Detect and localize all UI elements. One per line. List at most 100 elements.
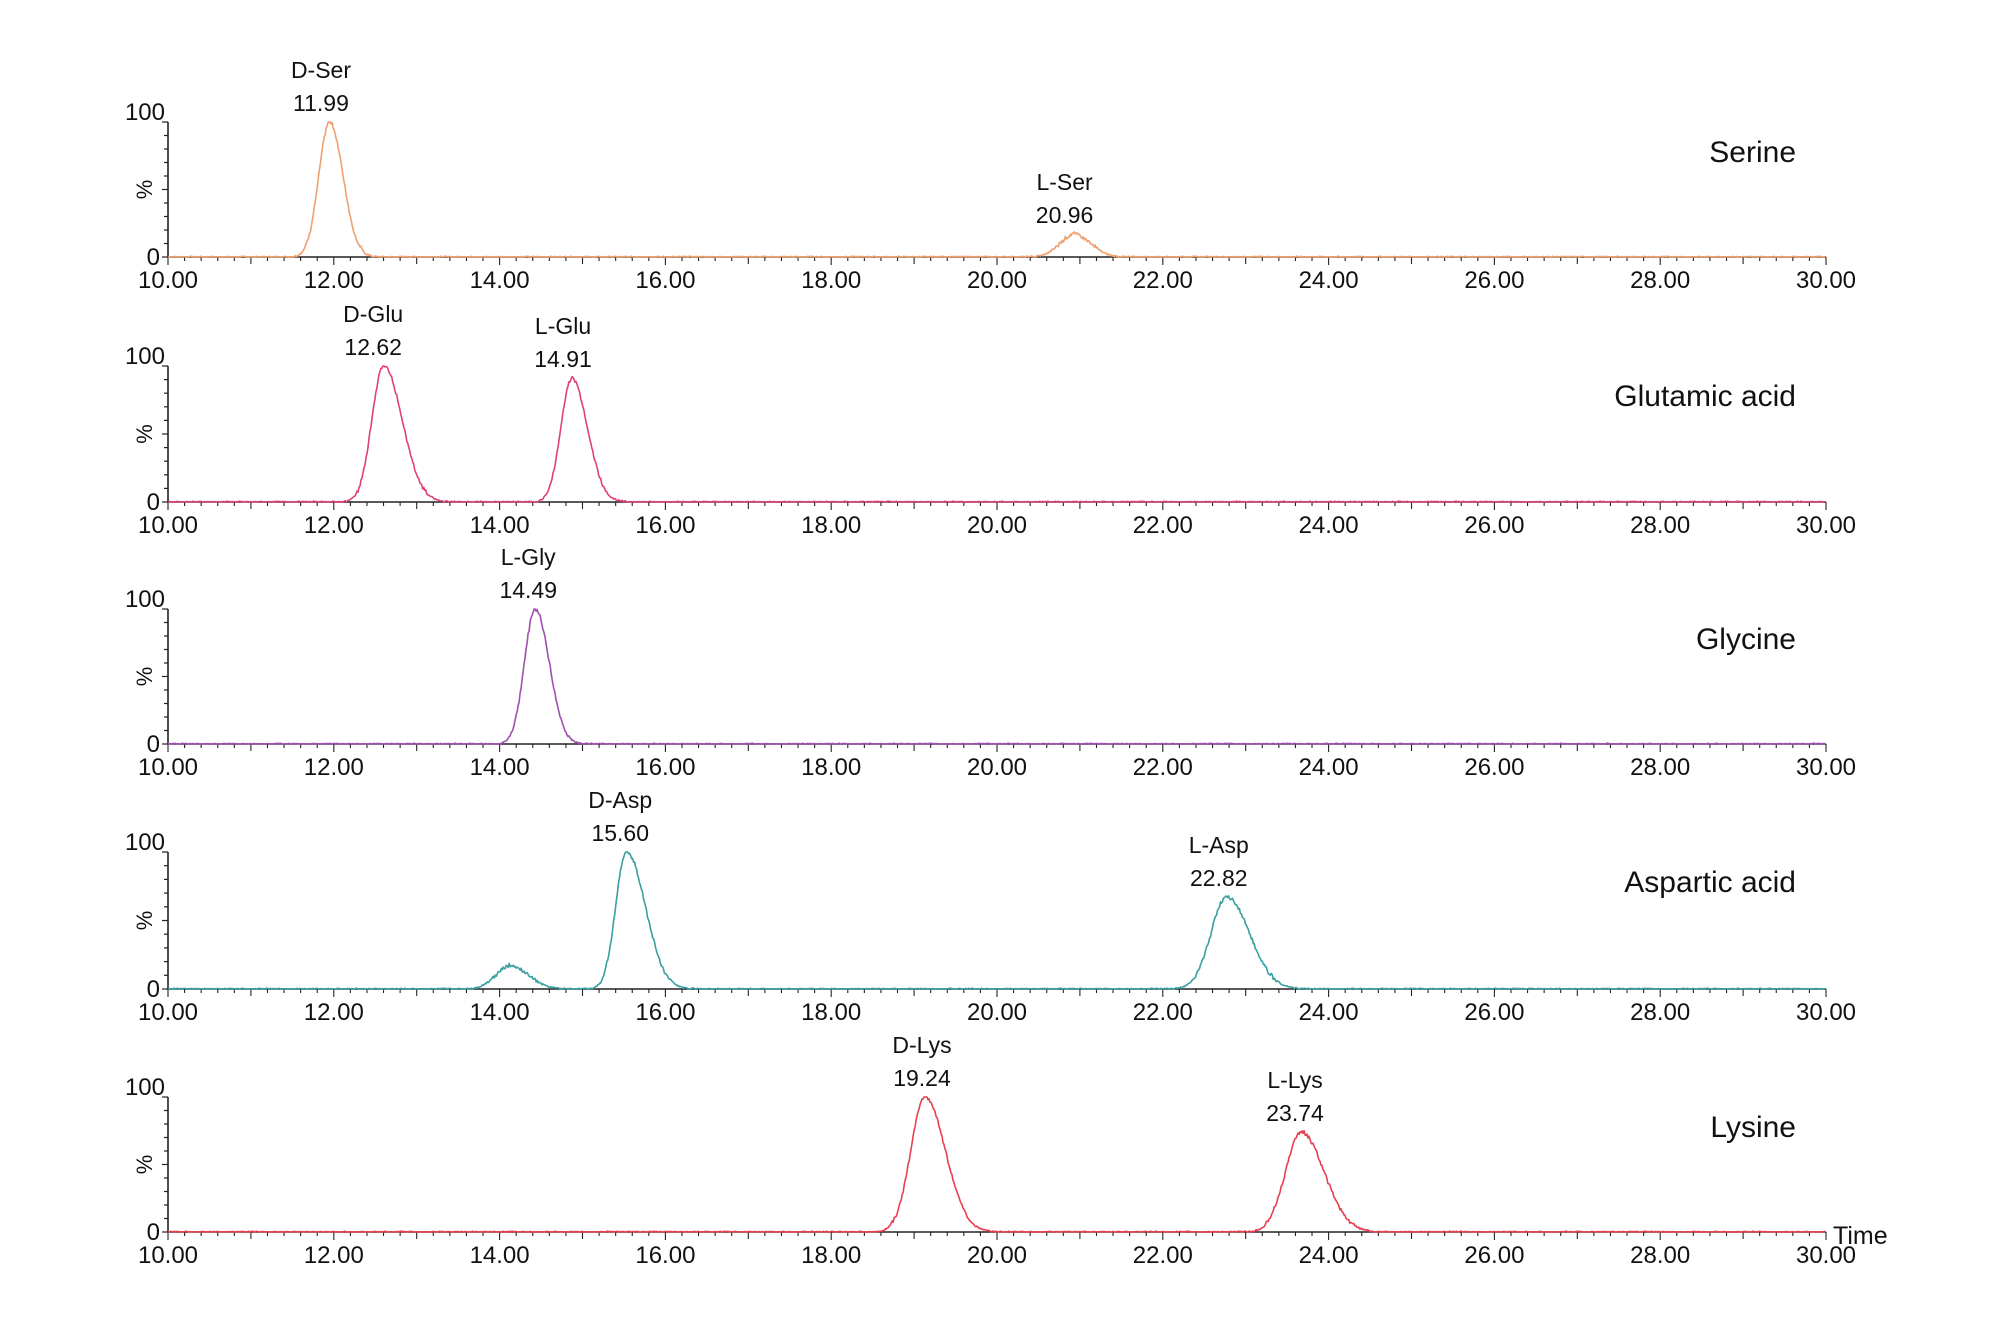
y-tick-0: 0 (147, 244, 160, 271)
x-tick-label: 18.00 (801, 754, 861, 781)
x-tick-label: 30.00 (1796, 999, 1856, 1026)
peak-label: L-Ser (1036, 169, 1093, 195)
x-tick-label: 20.00 (967, 267, 1027, 294)
x-tick-label: 26.00 (1464, 754, 1524, 781)
x-tick-label: 26.00 (1464, 1242, 1524, 1269)
x-tick-label: 20.00 (967, 999, 1027, 1026)
peak-label: L-Asp (1189, 832, 1249, 858)
x-tick-label: 10.00 (138, 999, 198, 1026)
peak-retention-time: 12.62 (344, 334, 402, 360)
x-tick-label: 28.00 (1630, 267, 1690, 294)
x-tick-label: 12.00 (304, 1242, 364, 1269)
x-tick-label: 14.00 (470, 999, 530, 1026)
y-tick-0: 0 (147, 1219, 160, 1246)
x-tick-label: 16.00 (635, 999, 695, 1026)
peak-label: D-Glu (343, 301, 403, 327)
y-axis-label: % (132, 667, 157, 687)
peak-label: L-Glu (535, 313, 591, 339)
panel-title: Glutamic acid (1614, 380, 1796, 413)
x-tick-label: 14.00 (470, 512, 530, 539)
y-tick-100: 100 (125, 343, 165, 370)
peak-retention-time: 20.96 (1036, 202, 1094, 228)
x-tick-label: 18.00 (801, 512, 861, 539)
x-tick-label: 22.00 (1133, 754, 1193, 781)
x-tick-label: 26.00 (1464, 999, 1524, 1026)
panel-title: Glycine (1696, 623, 1796, 656)
panel-aspartic-acid: 100 0% 10.00 12.00 14.00 16.00 18.00 20.00 22.00… (125, 787, 1856, 1026)
y-axis-label: % (132, 1155, 157, 1175)
x-tick-label: 14.00 (470, 754, 530, 781)
x-tick-label: 14.00 (470, 1242, 530, 1269)
panel-glutamic-acid: 100 0% 10.00 12.00 14.00 16.00 18.00 20.00 22.00… (125, 301, 1856, 539)
x-tick-label: 26.00 (1464, 512, 1524, 539)
peak-label: D-Ser (291, 57, 351, 83)
x-tick-label: 22.00 (1133, 999, 1193, 1026)
x-tick-label: 20.00 (967, 1242, 1027, 1269)
y-axis-label: % (132, 180, 157, 200)
x-tick-label: 30.00 (1796, 754, 1856, 781)
x-tick-label: 16.00 (635, 754, 695, 781)
x-tick-label: 22.00 (1133, 512, 1193, 539)
x-tick-label: 22.00 (1133, 1242, 1193, 1269)
x-tick-label: 16.00 (635, 267, 695, 294)
x-tick-label: 26.00 (1464, 267, 1524, 294)
y-tick-0: 0 (147, 976, 160, 1003)
x-tick-label: 30.00 (1796, 267, 1856, 294)
y-tick-0: 0 (147, 731, 160, 758)
x-tick-label: 20.00 (967, 512, 1027, 539)
trace-aspartic-acid (168, 851, 1826, 990)
panel-lysine: 100 0% 10.00 12.00 14.00 16.00 18.00 20.00 22.00… (125, 1032, 1856, 1269)
peak-retention-time: 14.49 (499, 577, 557, 603)
x-tick-label: 14.00 (470, 267, 530, 294)
x-tick-label: 12.00 (304, 512, 364, 539)
x-tick-label: 30.00 (1796, 1242, 1856, 1269)
y-tick-0: 0 (147, 489, 160, 516)
x-tick-label: 16.00 (635, 512, 695, 539)
x-tick-label: 10.00 (138, 1242, 198, 1269)
peak-label: L-Gly (501, 544, 556, 570)
peak-label: D-Lys (892, 1032, 951, 1058)
x-tick-label: 12.00 (304, 999, 364, 1026)
y-axis-label: % (132, 911, 157, 931)
x-tick-label: 24.00 (1299, 754, 1359, 781)
x-tick-label: 12.00 (304, 754, 364, 781)
x-tick-label: 24.00 (1299, 999, 1359, 1026)
x-tick-label: 12.00 (304, 267, 364, 294)
x-tick-label: 18.00 (801, 999, 861, 1026)
peak-label: L-Lys (1267, 1067, 1322, 1093)
peak-retention-time: 14.91 (534, 346, 592, 372)
x-tick-label: 18.00 (801, 267, 861, 294)
panel-title: Serine (1709, 136, 1796, 169)
x-tick-label: 24.00 (1299, 1242, 1359, 1269)
peak-retention-time: 19.24 (893, 1065, 951, 1091)
x-tick-label: 10.00 (138, 512, 198, 539)
x-tick-label: 30.00 (1796, 512, 1856, 539)
x-tick-label: 20.00 (967, 754, 1027, 781)
trace-lysine (167, 1096, 1826, 1233)
peak-retention-time: 23.74 (1266, 1100, 1324, 1126)
panel-glycine: 100 0% 10.00 12.00 14.00 16.00 18.00 20.00 22.00… (125, 544, 1856, 781)
panel-title: Aspartic acid (1624, 866, 1796, 899)
x-tick-label: 10.00 (138, 267, 198, 294)
y-tick-100: 100 (125, 99, 165, 126)
x-tick-label: 28.00 (1630, 512, 1690, 539)
x-tick-label: 28.00 (1630, 1242, 1690, 1269)
x-tick-label: 18.00 (801, 1242, 861, 1269)
peak-label: D-Asp (588, 787, 652, 813)
x-tick-label: 28.00 (1630, 999, 1690, 1026)
y-tick-100: 100 (125, 1074, 165, 1101)
trace-serine (167, 121, 1826, 258)
peak-retention-time: 22.82 (1190, 865, 1248, 891)
x-tick-label: 28.00 (1630, 754, 1690, 781)
trace-glycine (167, 608, 1826, 745)
y-tick-100: 100 (125, 829, 165, 856)
peak-retention-time: 11.99 (293, 90, 349, 116)
trace-glutamic-acid (167, 365, 1826, 503)
x-axis-title: Time (1833, 1222, 1888, 1250)
x-tick-label: 10.00 (138, 754, 198, 781)
y-tick-100: 100 (125, 586, 165, 613)
panel-serine: 100 0% 10.00 12.00 14.00 16.00 18.00 20.00 22.00… (125, 57, 1856, 294)
panel-title: Lysine (1710, 1111, 1796, 1144)
